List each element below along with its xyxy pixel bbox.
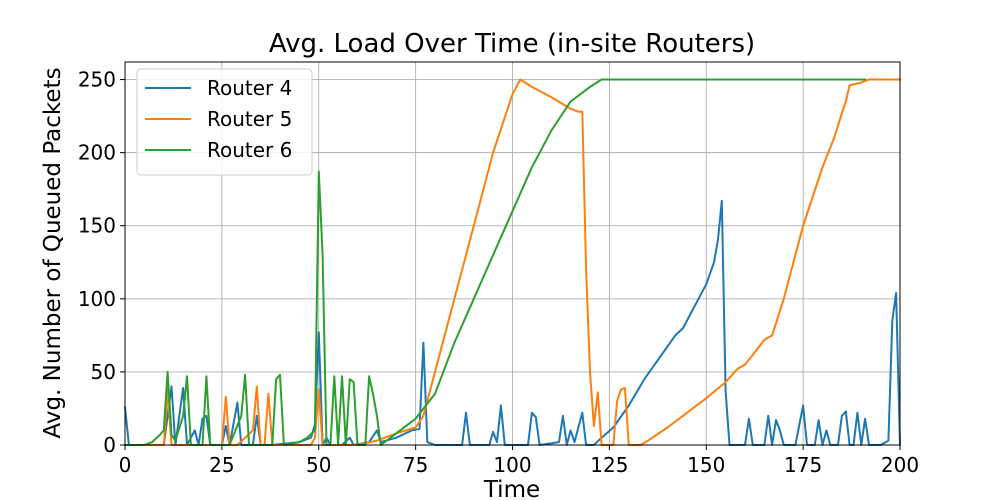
y-tick-label: 250 [78,68,116,92]
x-tick-label: 125 [590,453,628,477]
axis-ticks: 0 25 50 75 100 125 150 175 200 0 50 100 150 200 250 [78,68,919,477]
legend-box [136,68,313,176]
y-tick-label: 100 [78,287,116,311]
y-tick-label: 0 [103,433,116,457]
legend-label-router-5: Router 5 [207,107,292,131]
legend-label-router-4: Router 4 [207,76,292,100]
x-tick-label: 175 [784,453,822,477]
x-tick-label: 25 [209,453,234,477]
legend-label-router-6: Router 6 [207,138,292,162]
x-tick-label: 75 [403,453,428,477]
y-axis-title: Avg. Number of Queued Packets [40,67,66,438]
y-tick-label: 150 [78,214,116,238]
x-tick-label: 200 [881,453,919,477]
series-line-router-4 [124,199,901,446]
x-tick-label: 50 [306,453,331,477]
y-tick-label: 50 [91,360,116,384]
y-tick-label: 200 [78,141,116,165]
x-tick-label: 0 [119,453,132,477]
legend: Router 4 Router 5 Router 6 [136,68,313,176]
x-tick-label: 100 [493,453,531,477]
x-tick-label: 150 [687,453,725,477]
x-axis-title: Time [483,477,540,500]
chart-title: Avg. Load Over Time (in-site Routers) [269,29,755,59]
